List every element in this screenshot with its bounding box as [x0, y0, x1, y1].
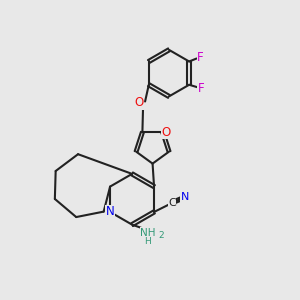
- Text: O: O: [161, 126, 170, 139]
- Text: N: N: [181, 192, 189, 202]
- Text: F: F: [197, 51, 204, 64]
- Text: 2: 2: [158, 231, 164, 240]
- Text: NH: NH: [140, 228, 156, 238]
- Text: N: N: [106, 206, 115, 218]
- Text: H: H: [145, 237, 151, 246]
- Text: O: O: [134, 97, 144, 110]
- Text: F: F: [198, 82, 204, 95]
- Text: C: C: [168, 198, 176, 208]
